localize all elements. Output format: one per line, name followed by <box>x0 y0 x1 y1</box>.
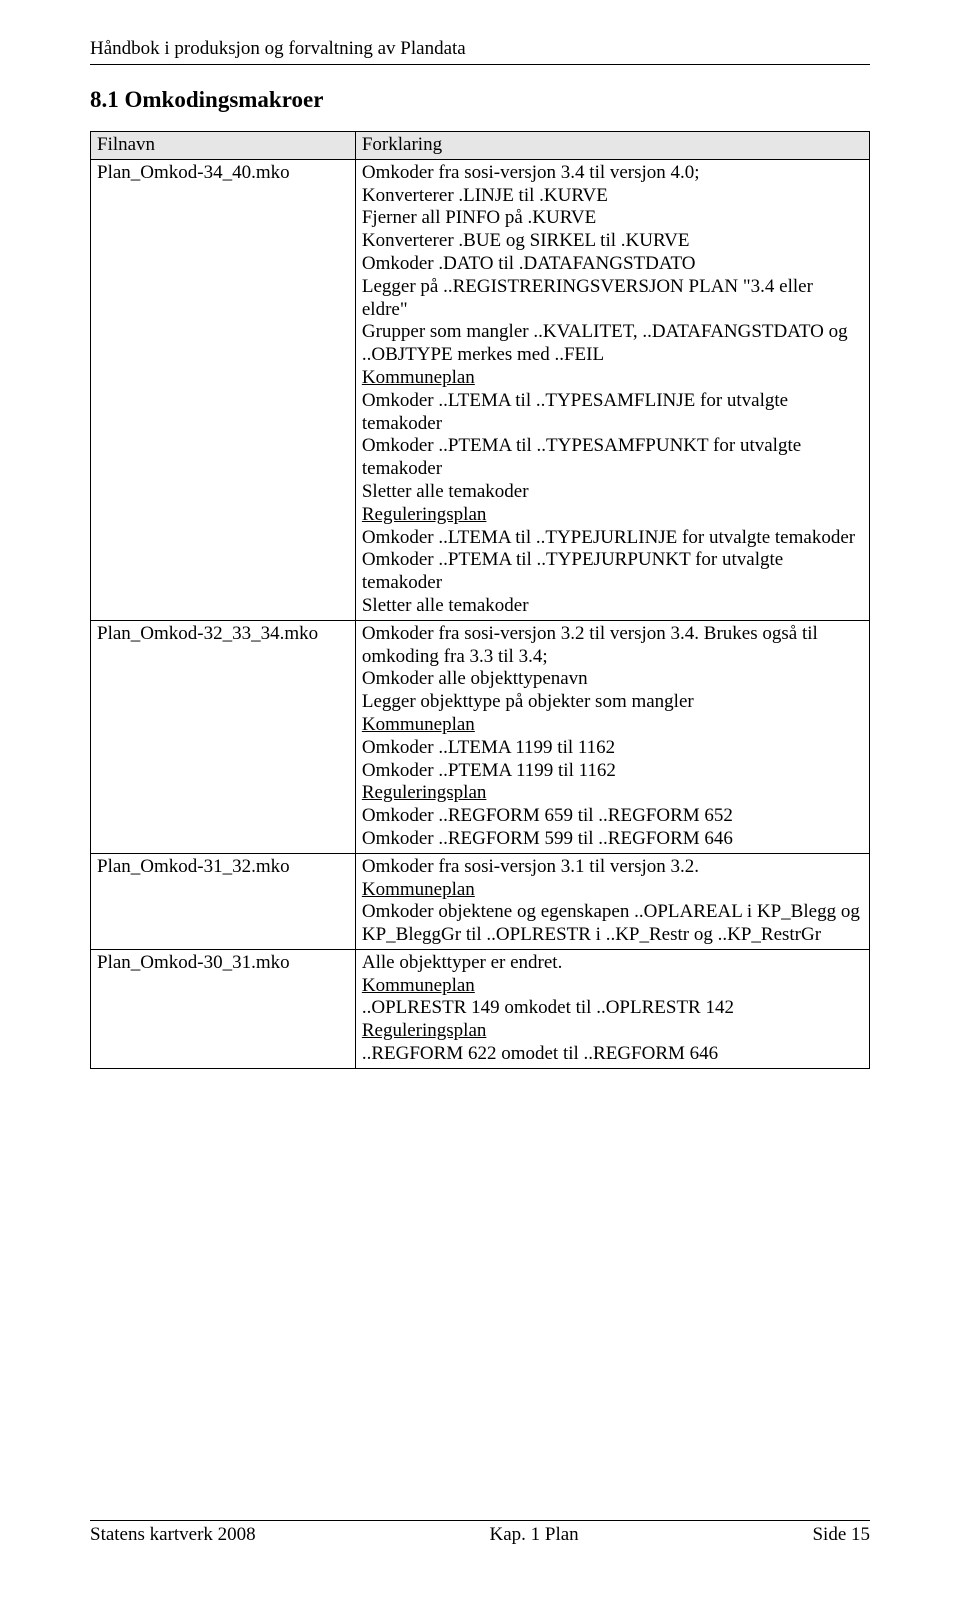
footer-left: Statens kartverk 2008 <box>90 1524 256 1546</box>
forklaring-line: Omkoder ..REGFORM 659 til ..REGFORM 652 <box>362 805 863 828</box>
forklaring-line: Kommuneplan <box>362 714 863 737</box>
forklaring-line: Omkoder fra sosi-versjon 3.2 til versjon… <box>362 623 863 669</box>
table-row: Plan_Omkod-30_31.mkoAlle objekttyper er … <box>91 949 870 1068</box>
forklaring-line: Omkoder ..LTEMA til ..TYPEJURLINJE for u… <box>362 527 863 550</box>
forklaring-line: Reguleringsplan <box>362 782 863 805</box>
cell-filnavn: Plan_Omkod-30_31.mko <box>91 949 356 1068</box>
forklaring-line: Omkoder ..PTEMA til ..TYPEJURPUNKT for u… <box>362 549 863 595</box>
section-heading: 8.1 Omkodingsmakroer <box>90 87 870 113</box>
header-rule <box>90 64 870 65</box>
forklaring-line: Kommuneplan <box>362 879 863 902</box>
cell-forklaring: Omkoder fra sosi-versjon 3.2 til versjon… <box>355 620 869 853</box>
table-header-row: Filnavn Forklaring <box>91 132 870 160</box>
forklaring-line: Omkoder objektene og egenskapen ..OPLARE… <box>362 901 863 947</box>
table-row: Plan_Omkod-34_40.mko Omkoder fra sosi-ver… <box>91 159 870 620</box>
forklaring-line: Reguleringsplan <box>362 1020 863 1043</box>
forklaring-line: Kommuneplan <box>362 975 863 998</box>
forklaring-line: Sletter alle temakoder <box>362 595 863 618</box>
forklaring-line: Legger objekttype på objekter som mangle… <box>362 691 863 714</box>
cell-filnavn: Plan_Omkod-32_33_34.mko <box>91 620 356 853</box>
forklaring-line: Sletter alle temakoder <box>362 481 863 504</box>
footer-right: Side 15 <box>812 1524 870 1546</box>
cell-forklaring: Omkoder fra sosi-versjon 3.4 til versjon… <box>355 159 869 620</box>
col-header-forklaring: Forklaring <box>355 132 869 160</box>
forklaring-line: Konverterer .BUE og SIRKEL til .KURVE <box>362 230 863 253</box>
forklaring-line: Omkoder alle objekttypenavn <box>362 668 863 691</box>
forklaring-line: Fjerner all PINFO på .KURVE <box>362 207 863 230</box>
cell-filnavn: Plan_Omkod-34_40.mko <box>91 159 356 620</box>
forklaring-line: ..OPLRESTR 149 omkodet til ..OPLRESTR 14… <box>362 997 863 1020</box>
col-header-filnavn: Filnavn <box>91 132 356 160</box>
footer-center: Kap. 1 Plan <box>489 1524 578 1546</box>
forklaring-line: Omkoder ..PTEMA til ..TYPESAMFPUNKT for … <box>362 435 863 481</box>
forklaring-line: Omkoder ..PTEMA 1199 til 1162 <box>362 760 863 783</box>
omkodingsmakroer-table: Filnavn Forklaring Plan_Omkod-34_40.mkoO… <box>90 131 870 1069</box>
footer-rule <box>90 1520 870 1521</box>
table-row: Plan_Omkod-31_32.mko Omkoder fra sosi-ver… <box>91 853 870 949</box>
forklaring-line: Omkoder fra sosi-versjon 3.4 til versjon… <box>362 162 863 185</box>
forklaring-line: Omkoder .DATO til .DATAFANGSTDATO <box>362 253 863 276</box>
page-footer: Statens kartverk 2008 Kap. 1 Plan Side 1… <box>90 1520 870 1546</box>
forklaring-line: Kommuneplan <box>362 367 863 390</box>
forklaring-line: Omkoder fra sosi-versjon 3.1 til versjon… <box>362 856 863 879</box>
page-header-title: Håndbok i produksjon og forvaltning av P… <box>90 38 870 60</box>
cell-forklaring: Omkoder fra sosi-versjon 3.1 til versjon… <box>355 853 869 949</box>
forklaring-line: Reguleringsplan <box>362 504 863 527</box>
forklaring-line: Omkoder ..REGFORM 599 til ..REGFORM 646 <box>362 828 863 851</box>
forklaring-line: ..REGFORM 622 omodet til ..REGFORM 646 <box>362 1043 863 1066</box>
forklaring-line: Alle objekttyper er endret. <box>362 952 863 975</box>
forklaring-line: Grupper som mangler ..KVALITET, ..DATAFA… <box>362 321 863 367</box>
cell-filnavn: Plan_Omkod-31_32.mko <box>91 853 356 949</box>
forklaring-line: Omkoder ..LTEMA 1199 til 1162 <box>362 737 863 760</box>
forklaring-line: Legger på ..REGISTRERINGSVERSJON PLAN "3… <box>362 276 863 322</box>
table-row: Plan_Omkod-32_33_34.mkoOmkoder fra sosi-… <box>91 620 870 853</box>
cell-forklaring: Alle objekttyper er endret.Kommuneplan..… <box>355 949 869 1068</box>
forklaring-line: Omkoder ..LTEMA til ..TYPESAMFLINJE for … <box>362 390 863 436</box>
forklaring-line: Konverterer .LINJE til .KURVE <box>362 185 863 208</box>
